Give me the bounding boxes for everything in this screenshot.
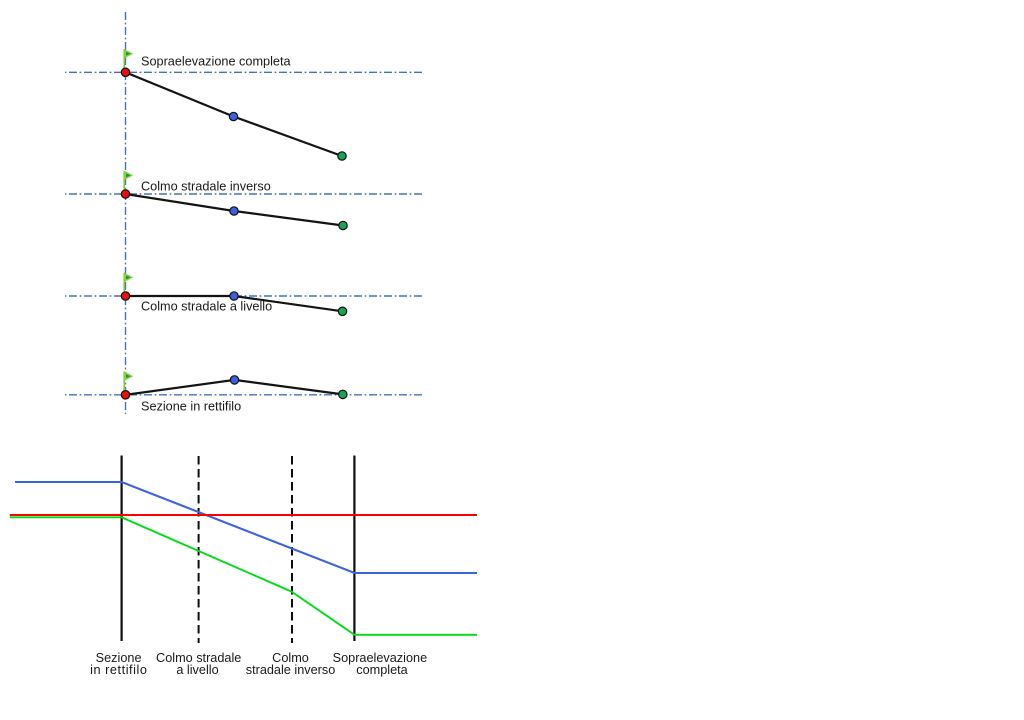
svg-text:Colmo stradale: Colmo stradale — [156, 651, 241, 665]
svg-text:stradale inverso: stradale inverso — [246, 663, 336, 677]
svg-text:completa: completa — [356, 663, 408, 677]
svg-text:Sezione in rettifilo: Sezione in rettifilo — [141, 400, 241, 414]
svg-text:Colmo: Colmo — [272, 651, 309, 665]
svg-text:in rettifilo: in rettifilo — [90, 663, 147, 677]
svg-text:a livello: a livello — [176, 663, 218, 677]
svg-text:Sezione: Sezione — [96, 651, 142, 665]
svg-text:Colmo stradale a livello: Colmo stradale a livello — [141, 300, 272, 314]
svg-text:Sopraelevazione completa: Sopraelevazione completa — [141, 55, 291, 69]
svg-text:Colmo stradale inverso: Colmo stradale inverso — [141, 180, 271, 194]
svg-text:Sopraelevazione: Sopraelevazione — [333, 651, 428, 665]
